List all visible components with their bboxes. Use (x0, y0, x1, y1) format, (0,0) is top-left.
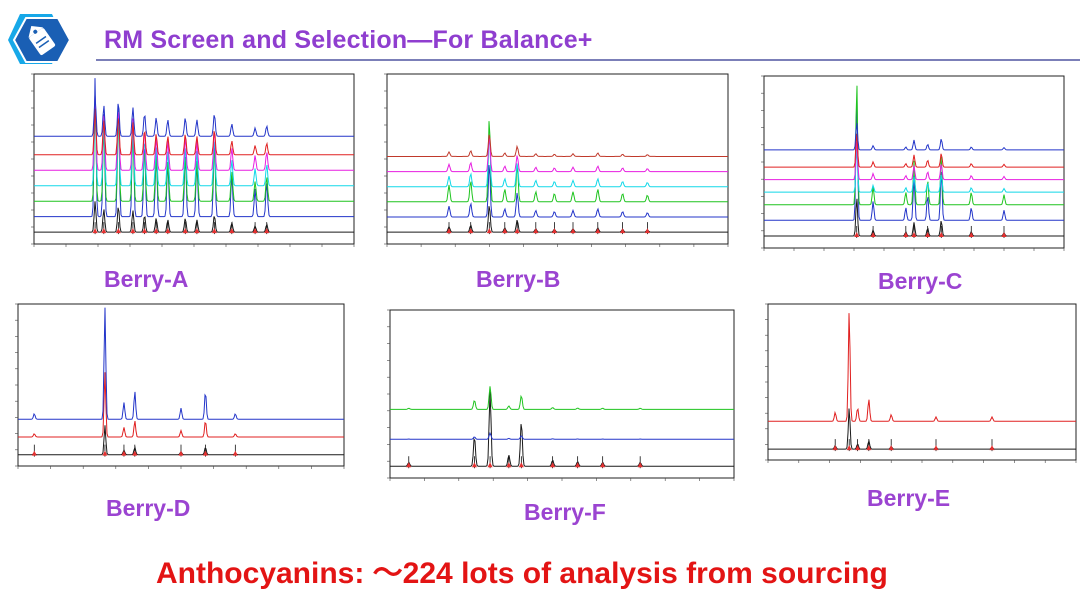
label-berry-b: Berry-B (476, 266, 560, 293)
plot-frame (387, 74, 728, 244)
title-divider (96, 59, 1080, 61)
label-berry-d: Berry-D (106, 495, 190, 522)
chromatogram-berry-c (752, 72, 1066, 262)
plot-frame (768, 304, 1076, 460)
plot-frame (18, 304, 344, 466)
title-bar: RM Screen and Selection—For Balance+ (0, 0, 1080, 64)
plot-frame (34, 74, 354, 244)
chart-berry-c (752, 72, 1066, 262)
chromatogram-berry-f (376, 306, 736, 492)
chromatogram-berry-b (373, 72, 730, 258)
label-berry-c: Berry-C (878, 268, 962, 295)
chromatogram-berry-a (22, 72, 356, 258)
slide-title: RM Screen and Selection—For Balance+ (104, 26, 593, 55)
price-tag-icon (6, 8, 88, 64)
chromatogram-berry-e (754, 302, 1078, 474)
label-berry-f: Berry-F (524, 499, 606, 526)
chart-berry-f (376, 306, 736, 492)
label-berry-e: Berry-E (867, 485, 950, 512)
bottom-caption: Anthocyanins: ～224 lots of analysis from… (156, 548, 888, 592)
chart-berry-a (22, 72, 356, 258)
label-berry-a: Berry-A (104, 266, 188, 293)
chart-berry-b (373, 72, 730, 258)
chart-berry-d (4, 302, 346, 480)
plot-frame (390, 310, 734, 478)
chromatogram-berry-d (4, 302, 346, 480)
chart-berry-e (754, 302, 1078, 474)
